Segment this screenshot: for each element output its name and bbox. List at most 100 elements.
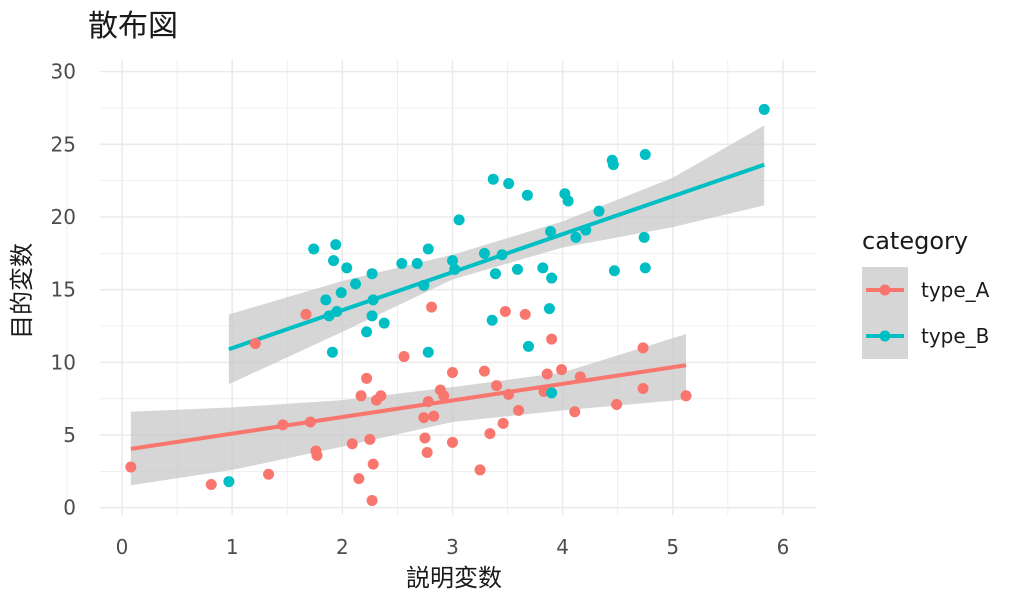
- y-tick-label: 10: [51, 350, 76, 374]
- data-point-type_B: [562, 195, 574, 207]
- data-point-type_A: [422, 396, 434, 408]
- legend-title: category: [862, 227, 968, 255]
- data-point-type_A: [367, 458, 379, 470]
- confidence-band-type_A: [130, 334, 687, 486]
- data-point-type_A: [311, 449, 323, 461]
- data-point-type_B: [593, 205, 605, 217]
- data-point-type_B: [411, 258, 423, 270]
- data-point-type_A: [569, 406, 581, 418]
- data-point-type_A: [574, 371, 586, 383]
- data-point-type_B: [537, 262, 549, 274]
- data-point-type_B: [350, 278, 362, 290]
- y-axis-ticks: 0 5 10 15 20 25 30: [51, 60, 76, 520]
- data-point-type_A: [355, 390, 367, 402]
- data-point-type_A: [680, 390, 692, 402]
- data-point-type_A: [205, 478, 217, 490]
- data-point-type_B: [223, 476, 235, 488]
- data-point-type_A: [421, 446, 433, 458]
- data-point-type_A: [446, 436, 458, 448]
- legend: category type_A type_B: [862, 227, 990, 359]
- data-point-type_B: [328, 255, 340, 267]
- data-point-type_B: [478, 247, 490, 259]
- y-axis-title: 目的変数: [8, 243, 36, 339]
- y-tick-label: 25: [51, 132, 76, 156]
- data-point-type_A: [556, 364, 568, 376]
- data-point-type_B: [422, 346, 434, 358]
- data-point-type_B: [638, 231, 650, 243]
- x-axis-ticks: 0 1 2 3 4 5 6: [116, 535, 790, 559]
- data-point-type_B: [545, 226, 557, 238]
- data-point-type_A: [637, 383, 649, 395]
- legend-label-type_B: type_B: [921, 324, 989, 348]
- x-tick-label: 3: [446, 535, 459, 559]
- data-point-type_A: [503, 388, 515, 400]
- data-point-type_B: [446, 255, 458, 267]
- legend-key-point: [879, 330, 891, 342]
- data-point-type_B: [326, 346, 338, 358]
- data-point-type_A: [513, 404, 525, 416]
- data-point-type_B: [335, 287, 347, 299]
- y-tick-label: 0: [63, 496, 76, 520]
- data-points: [125, 103, 770, 506]
- data-point-type_A: [491, 380, 503, 392]
- y-tick-label: 20: [51, 205, 76, 229]
- data-point-type_A: [474, 464, 486, 476]
- data-point-type_A: [541, 368, 553, 380]
- data-point-type_B: [341, 262, 353, 274]
- data-point-type_B: [418, 279, 430, 291]
- data-point-type_A: [519, 308, 531, 320]
- data-point-type_B: [366, 310, 378, 322]
- x-tick-label: 4: [556, 535, 569, 559]
- data-point-type_B: [639, 148, 651, 160]
- data-point-type_B: [496, 249, 508, 261]
- data-point-type_B: [521, 189, 533, 201]
- data-point-type_B: [449, 263, 461, 275]
- data-point-type_B: [607, 159, 619, 171]
- data-point-type_B: [522, 340, 534, 352]
- data-point-type_B: [489, 268, 501, 280]
- confidence-band-type_B: [228, 125, 765, 385]
- data-point-type_A: [125, 461, 137, 473]
- data-point-type_A: [637, 342, 649, 354]
- legend-label-type_A: type_A: [921, 278, 990, 302]
- data-point-type_B: [546, 387, 558, 399]
- data-point-type_B: [361, 326, 373, 338]
- trend-lines: [130, 162, 765, 451]
- chart-title: 散布図: [88, 9, 178, 44]
- data-point-type_A: [478, 365, 490, 377]
- trend-line-type_B: [228, 162, 765, 352]
- data-point-type_A: [611, 399, 623, 411]
- data-point-type_A: [418, 412, 430, 424]
- x-axis-title: 説明変数: [406, 564, 502, 592]
- data-point-type_A: [546, 333, 558, 345]
- trend-line-type_A: [130, 363, 687, 451]
- x-tick-label: 6: [777, 535, 790, 559]
- data-point-type_A: [446, 367, 458, 379]
- data-point-type_A: [419, 432, 431, 444]
- data-point-type_A: [484, 428, 496, 440]
- data-point-type_B: [639, 262, 651, 274]
- data-point-type_B: [570, 231, 582, 243]
- x-tick-label: 5: [666, 535, 679, 559]
- data-point-type_A: [300, 308, 312, 320]
- data-point-type_B: [486, 314, 498, 326]
- data-point-type_A: [263, 468, 275, 480]
- data-point-type_A: [375, 390, 387, 402]
- data-point-type_B: [331, 305, 343, 317]
- data-point-type_A: [304, 416, 316, 428]
- data-point-type_B: [503, 178, 515, 190]
- data-point-type_B: [367, 294, 379, 306]
- data-point-type_B: [453, 214, 465, 226]
- data-point-type_A: [366, 494, 378, 506]
- data-point-type_A: [364, 433, 376, 445]
- data-point-type_B: [378, 317, 390, 329]
- y-tick-label: 15: [51, 278, 76, 302]
- data-point-type_B: [396, 258, 408, 270]
- data-point-type_B: [308, 243, 320, 255]
- data-point-type_A: [277, 419, 289, 431]
- data-point-type_A: [497, 417, 509, 429]
- data-point-type_B: [320, 294, 332, 306]
- data-point-type_A: [249, 337, 261, 349]
